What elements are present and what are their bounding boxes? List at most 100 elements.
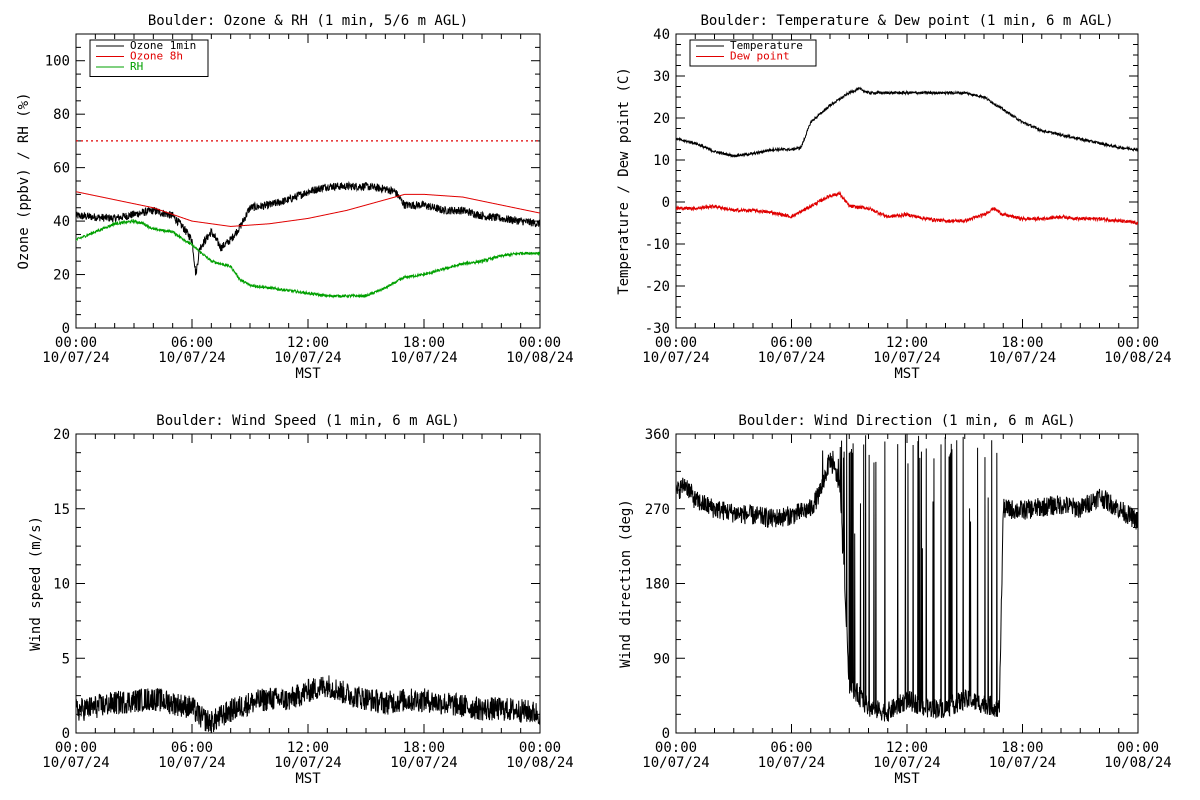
x-tick-time: 06:00 xyxy=(770,335,812,351)
x-tick-time: 00:00 xyxy=(1117,335,1159,351)
chart-title: Boulder: Wind Speed (1 min, 6 m AGL) xyxy=(156,413,459,429)
y-tick-label: 15 xyxy=(53,502,70,518)
x-tick-date: 10/08/24 xyxy=(1104,350,1171,366)
x-tick-date: 10/07/24 xyxy=(873,350,940,366)
x-tick-time: 12:00 xyxy=(287,740,329,756)
x-tick-date: 10/07/24 xyxy=(642,350,709,366)
chart-panel-4: Boulder: Wind Direction (1 min, 6 m AGL)… xyxy=(618,413,1172,787)
x-tick-date: 10/07/24 xyxy=(158,755,225,771)
y-axis-label: Wind direction (deg) xyxy=(618,499,634,668)
y-tick-label: 20 xyxy=(53,268,70,284)
x-tick-date: 10/07/24 xyxy=(42,755,109,771)
x-tick-date: 10/08/24 xyxy=(506,755,573,771)
plot-area xyxy=(76,675,540,733)
legend-entry: Ozone 8h xyxy=(130,50,183,63)
x-tick-date: 10/07/24 xyxy=(989,755,1056,771)
y-axis-label: Ozone (ppbv) / RH (%) xyxy=(16,92,32,269)
x-tick-time: 12:00 xyxy=(287,335,329,351)
x-tick-date: 10/07/24 xyxy=(274,350,341,366)
y-tick-label: 0 xyxy=(62,321,70,337)
series-line-1 xyxy=(76,180,540,276)
x-tick-date: 10/07/24 xyxy=(758,755,825,771)
x-tick-date: 10/07/24 xyxy=(989,350,1056,366)
x-tick-time: 06:00 xyxy=(770,740,812,756)
x-axis-label: MST xyxy=(894,366,920,382)
x-tick-time: 06:00 xyxy=(171,740,213,756)
x-tick-time: 06:00 xyxy=(171,335,213,351)
chart-title: Boulder: Wind Direction (1 min, 6 m AGL) xyxy=(738,413,1075,429)
y-axis-label: Temperature / Dew point (C) xyxy=(616,67,632,295)
y-tick-label: 100 xyxy=(45,54,70,70)
x-tick-time: 00:00 xyxy=(519,335,561,351)
plot-area xyxy=(76,140,540,299)
x-tick-date: 10/08/24 xyxy=(506,350,573,366)
x-tick-date: 10/07/24 xyxy=(42,350,109,366)
y-tick-label: 270 xyxy=(645,502,670,518)
y-tick-label: 60 xyxy=(53,161,70,177)
legend-entry: Temperature xyxy=(730,39,803,52)
plot-frame xyxy=(675,433,1139,734)
y-tick-label: 5 xyxy=(62,651,70,667)
y-tick-label: 90 xyxy=(653,651,670,667)
plot-area xyxy=(676,434,1138,722)
x-axis-label: MST xyxy=(295,366,321,382)
chart-title: Boulder: Temperature & Dew point (1 min,… xyxy=(700,13,1113,29)
x-tick-time: 18:00 xyxy=(1001,740,1043,756)
x-tick-time: 00:00 xyxy=(55,740,97,756)
y-tick-label: -10 xyxy=(645,237,670,253)
y-tick-label: 0 xyxy=(662,726,670,742)
y-tick-label: 20 xyxy=(53,427,70,443)
x-tick-time: 00:00 xyxy=(655,335,697,351)
series-line-1 xyxy=(676,434,1138,722)
y-axis-label: Wind speed (m/s) xyxy=(28,516,44,651)
x-tick-time: 12:00 xyxy=(886,335,928,351)
x-tick-time: 18:00 xyxy=(403,335,445,351)
x-tick-time: 18:00 xyxy=(403,740,445,756)
chart-panel-2: Boulder: Temperature & Dew point (1 min,… xyxy=(616,13,1172,382)
legend-entry: Dew point xyxy=(730,50,790,63)
legend-entry: RH xyxy=(130,60,143,73)
x-tick-time: 18:00 xyxy=(1001,335,1043,351)
x-tick-time: 00:00 xyxy=(1117,740,1159,756)
x-tick-date: 10/07/24 xyxy=(758,350,825,366)
y-tick-label: 0 xyxy=(62,726,70,742)
x-tick-time: 00:00 xyxy=(55,335,97,351)
series-line-1 xyxy=(76,675,540,733)
y-tick-label: 360 xyxy=(645,427,670,443)
series-line-3 xyxy=(76,218,540,299)
y-tick-label: 40 xyxy=(53,214,70,230)
series-line-1 xyxy=(676,86,1138,158)
y-tick-label: 0 xyxy=(662,195,670,211)
x-tick-date: 10/07/24 xyxy=(642,755,709,771)
x-axis-label: MST xyxy=(894,771,920,787)
plot-frame xyxy=(675,33,1139,329)
plot-frame xyxy=(75,33,541,329)
x-tick-date: 10/08/24 xyxy=(1104,755,1171,771)
y-tick-label: 10 xyxy=(653,153,670,169)
x-tick-date: 10/07/24 xyxy=(390,755,457,771)
x-axis-label: MST xyxy=(295,771,321,787)
x-tick-date: 10/07/24 xyxy=(158,350,225,366)
x-tick-date: 10/07/24 xyxy=(274,755,341,771)
series-line-2 xyxy=(76,191,540,227)
x-tick-time: 12:00 xyxy=(886,740,928,756)
y-tick-label: 180 xyxy=(645,577,670,593)
x-tick-time: 00:00 xyxy=(655,740,697,756)
chart-title: Boulder: Ozone & RH (1 min, 5/6 m AGL) xyxy=(148,13,468,29)
y-tick-label: 20 xyxy=(653,111,670,127)
x-tick-date: 10/07/24 xyxy=(390,350,457,366)
y-tick-label: 10 xyxy=(53,577,70,593)
y-tick-label: -30 xyxy=(645,321,670,337)
legend-entry: Ozone 1min xyxy=(130,39,196,52)
plot-area xyxy=(676,86,1138,226)
series-line-2 xyxy=(676,190,1138,226)
x-tick-time: 00:00 xyxy=(519,740,561,756)
legend-box xyxy=(689,39,817,67)
chart-panel-3: Boulder: Wind Speed (1 min, 6 m AGL) 0 5 10… xyxy=(28,413,574,787)
y-tick-label: 30 xyxy=(653,69,670,85)
y-tick-label: -20 xyxy=(645,279,670,295)
y-tick-label: 40 xyxy=(653,27,670,43)
